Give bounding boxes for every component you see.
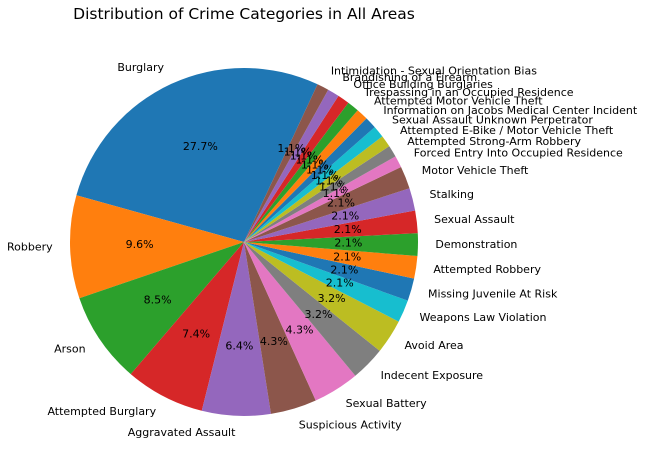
pie-slice-sexual-battery [244, 242, 356, 401]
slice-label: Attempted Burglary [47, 405, 156, 418]
slice-label: Sexual Assault Unknown Perpetrator [392, 114, 593, 127]
pie-slice-stalking [244, 188, 416, 242]
slice-label: Weapons Law Violation [420, 311, 547, 324]
slice-label: Sexual Battery [346, 397, 428, 410]
pie-slice-missing-juvenile-at-risk [244, 242, 415, 301]
pie-slice-robbery [70, 195, 245, 299]
pie-slice-burglary [76, 67, 318, 242]
slice-percent-label: 4.3% [285, 323, 313, 336]
slice-label: Suspicious Activity [299, 418, 402, 431]
pie-slice-attempted-strong-arm-robbery [244, 146, 396, 242]
pie-slice-indecent-exposure [244, 242, 380, 376]
slice-label: Motor Vehicle Theft [422, 164, 529, 177]
pie-slice-avoid-area [244, 242, 399, 351]
slice-percent-labels: 27.7% 9.6% 8.5% 7.4% 6.4% 4.3%4.3% 3.2% 3.2% 2.1… [126, 140, 363, 352]
slice-label: Robbery [7, 241, 53, 254]
slice-labels: Burglary Robbery Arson Attempted Burglary Ag… [7, 61, 638, 439]
slice-percent-label: 1.1% [319, 181, 347, 194]
slice-percent-label: 1.1% [311, 169, 339, 182]
pie-slice-office-building-burglaries [244, 95, 349, 243]
slice-percent-label: 1.1% [277, 142, 305, 155]
pie-slice-suspicious-activity [244, 242, 316, 414]
pie-slice-brandishing-of-a-firearm [244, 89, 339, 242]
slice-percent-label: 1.1% [315, 175, 343, 188]
slice-label: Intimidation - Sexual Orientation Bias [331, 64, 537, 77]
pie-slice-demonstration [244, 233, 418, 257]
slice-percent-label: 1.1% [301, 158, 329, 171]
chart-title: Distribution of Crime Categories in All … [73, 5, 415, 23]
slice-label: Attempted Motor Vehicle Theft [374, 94, 543, 107]
slice-label: Stalking [430, 188, 474, 201]
slice-label: Missing Juvenile At Risk [428, 288, 558, 301]
pie-slice-weapons-law-violation [244, 242, 408, 322]
pie-slice-forced-entry-into-occupied-residence [244, 156, 402, 242]
slice-percent-label: 2.1% [327, 196, 355, 209]
slice-label: Brandishing of a Firearm [342, 71, 477, 84]
slice-percent-label: 2.1% [330, 264, 358, 277]
slice-label: Attempted E-Bike / Motor Vehicle Theft [400, 124, 614, 137]
pie-slice-intimidation-sexual-orientation-bias [244, 84, 329, 242]
pie-slices [70, 67, 418, 416]
pie-slice-attempted-motor-vehicle-theft [244, 110, 367, 242]
slice-percent-label: 2.1% [334, 223, 362, 236]
slice-percent-label: 1.1% [306, 163, 334, 176]
slice-label: Attempted Robbery [433, 263, 541, 276]
pie-slice-arson [79, 242, 244, 375]
slice-label: Arson [54, 342, 86, 355]
slice-label: Trespassing in an Occupied Residence [363, 86, 574, 99]
slice-percent-label: 27.7% [183, 140, 218, 153]
slice-percent-label: 1.1% [295, 154, 323, 167]
slice-label: Avoid Area [405, 339, 464, 352]
slice-percent-label: 1.1% [284, 145, 312, 158]
slice-label: Sexual Assault [434, 213, 515, 226]
pie-slice-attempted-robbery [244, 242, 418, 279]
pie-slice-sexual-assault-unknown-perpetrator [244, 127, 383, 242]
slice-percent-label: 6.4% [225, 339, 253, 352]
pie-slice-attempted-e-bike-motor-vehicle-theft [244, 136, 390, 242]
pie-slice-information-on-jacobs-medical-center-incident [244, 118, 375, 242]
slice-percent-label: 8.5% [144, 294, 172, 307]
slice-percent-label: 2.1% [333, 250, 361, 263]
slice-percent-label: 1.1% [290, 149, 318, 162]
slice-percent-label: 2.1% [334, 237, 362, 250]
slice-label: Information on Jacobs Medical Center Inc… [383, 104, 638, 117]
slice-label: Forced Entry Into Occupied Residence [414, 147, 623, 160]
slice-percent-label: 1.1% [323, 187, 351, 200]
slice-label: Attempted Strong-Arm Robbery [407, 135, 581, 148]
slice-percent-label: 9.6% [126, 238, 154, 251]
slice-percent-label: 7.4% [182, 328, 210, 341]
slice-label: Indecent Exposure [381, 369, 484, 382]
slice-percent-label: 2.1% [326, 277, 354, 290]
slice-percent-label: 2.1% [331, 209, 359, 222]
pie-slice-motor-vehicle-theft [244, 167, 410, 242]
slice-label: Aggravated Assault [128, 426, 236, 439]
pie-slice-sexual-assault [244, 210, 418, 242]
slice-label: Demonstration [435, 238, 517, 251]
slice-percent-label: 3.2% [318, 292, 346, 305]
pie-slice-attempted-burglary [130, 242, 244, 411]
slice-percent-label: 3.2% [305, 308, 333, 321]
slice-percent-label: 4.3% [260, 335, 288, 348]
slice-label: Office Building Burglaries [353, 78, 493, 91]
pie-slice-trespassing-in-an-occupied-residence [244, 102, 358, 242]
slice-label: Burglary [117, 61, 164, 74]
pie-slice-aggravated-assault [201, 242, 271, 416]
